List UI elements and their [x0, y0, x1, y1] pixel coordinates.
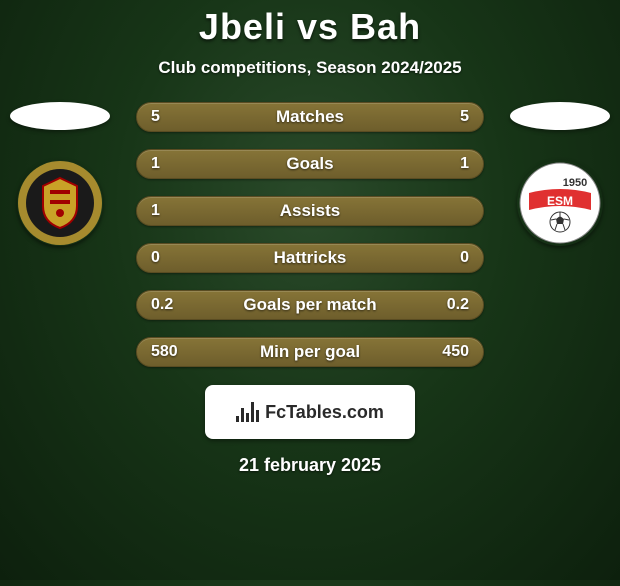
- left-player-oval: [10, 102, 110, 130]
- stat-value-right: 1: [460, 155, 469, 173]
- stat-rows: 5 Matches 5 1 Goals 1 1 Assists 0 Hattricks 0 0.2 Go…: [136, 102, 484, 367]
- stat-value-left: 0: [151, 249, 160, 267]
- stat-row: 0 Hattricks 0: [136, 243, 484, 273]
- footer-bar: [251, 402, 254, 422]
- left-side: [0, 102, 120, 246]
- stat-label: Hattricks: [274, 248, 347, 268]
- title-player1: Jbeli: [199, 6, 286, 47]
- footer-bar: [236, 416, 239, 422]
- stat-row: 0.2 Goals per match 0.2: [136, 290, 484, 320]
- svg-text:ESM: ESM: [547, 194, 573, 208]
- right-player-oval: [510, 102, 610, 130]
- right-crest: 1950 ESM: [517, 160, 603, 246]
- stat-value-right: 5: [460, 108, 469, 126]
- footer-bar: [246, 413, 249, 422]
- stat-value-left: 0.2: [151, 296, 173, 314]
- title-vs: vs: [297, 6, 339, 47]
- footer-bars-icon: [236, 402, 259, 422]
- stat-value-right: 450: [442, 343, 469, 361]
- footer-badge: FcTables.com: [205, 385, 415, 439]
- stat-row: 5 Matches 5: [136, 102, 484, 132]
- comparison-content: 1950 ESM 5 Matches 5 1 Goals 1 1 Assists 0 Hattric…: [0, 102, 620, 367]
- stat-value-left: 5: [151, 108, 160, 126]
- svg-text:1950: 1950: [563, 177, 587, 189]
- stat-label: Matches: [276, 107, 344, 127]
- page-title: Jbeli vs Bah: [0, 6, 620, 48]
- footer-date: 21 february 2025: [0, 455, 620, 476]
- subtitle: Club competitions, Season 2024/2025: [0, 58, 620, 78]
- stat-value-left: 1: [151, 202, 160, 220]
- stat-value-left: 1: [151, 155, 160, 173]
- stat-label: Min per goal: [260, 342, 360, 362]
- footer-brand: FcTables.com: [265, 402, 384, 423]
- stat-row: 580 Min per goal 450: [136, 337, 484, 367]
- right-side: 1950 ESM: [500, 102, 620, 246]
- left-crest: [17, 160, 103, 246]
- title-player2: Bah: [350, 6, 421, 47]
- stat-value-left: 580: [151, 343, 178, 361]
- stat-label: Assists: [280, 201, 340, 221]
- footer-bar: [256, 410, 259, 422]
- stat-row: 1 Assists: [136, 196, 484, 226]
- stat-value-right: 0.2: [447, 296, 469, 314]
- stat-label: Goals per match: [243, 295, 376, 315]
- stat-label: Goals: [286, 154, 333, 174]
- footer-bar: [241, 408, 244, 422]
- stat-row: 1 Goals 1: [136, 149, 484, 179]
- stat-value-right: 0: [460, 249, 469, 267]
